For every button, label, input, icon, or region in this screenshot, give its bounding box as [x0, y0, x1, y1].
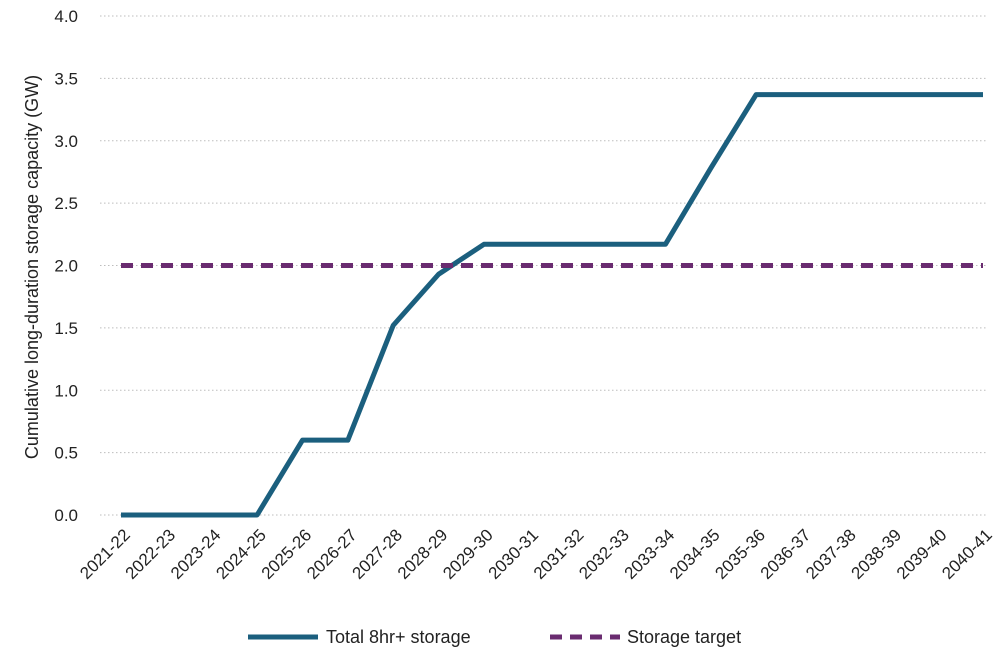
y-tick-label: 2.5 [54, 194, 78, 213]
legend-label-1: Storage target [627, 627, 741, 647]
y-tick-label: 1.0 [54, 381, 78, 400]
y-tick-label: 4.0 [54, 7, 78, 26]
series-line-0 [121, 92, 983, 518]
legend-label-0: Total 8hr+ storage [326, 627, 471, 647]
x-tick-label: 2040-41 [938, 525, 996, 583]
y-axis-ticks: 0.0 0.5 1.0 1.5 2.0 2.5 3.0 3.5 4.0 [54, 7, 78, 525]
y-tick-label: 3.5 [54, 69, 78, 88]
y-tick-label: 0.5 [54, 444, 78, 463]
legend: Total 8hr+ storage Storage target [248, 627, 741, 647]
y-tick-label: 0.0 [54, 506, 78, 525]
y-tick-label: 2.0 [54, 257, 78, 276]
y-tick-label: 3.0 [54, 132, 78, 151]
series-lines [121, 92, 983, 518]
y-tick-label: 1.5 [54, 319, 78, 338]
x-axis-ticks: 2021-222022-232023-242024-252025-262026-… [76, 525, 996, 583]
y-axis-title: Cumulative long-duration storage capacit… [22, 75, 42, 459]
